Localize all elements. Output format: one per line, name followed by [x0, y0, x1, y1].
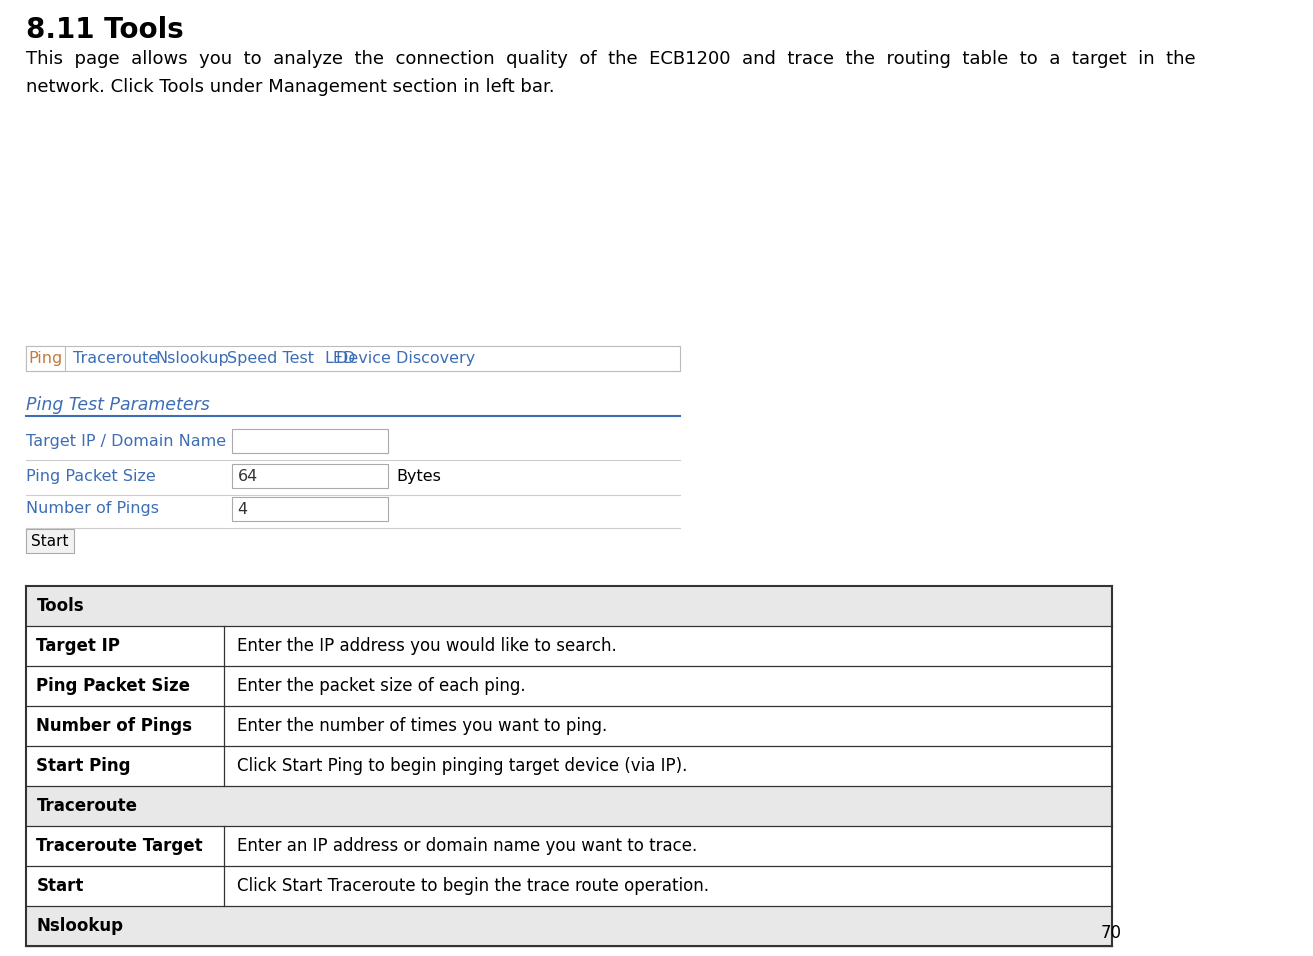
- Text: Nslookup: Nslookup: [37, 917, 123, 935]
- Bar: [26, 746, 1112, 786]
- Text: Target IP / Domain Name: Target IP / Domain Name: [26, 433, 226, 448]
- Bar: [26, 826, 1112, 866]
- Bar: [26, 586, 1112, 626]
- Bar: [26, 666, 1112, 706]
- Text: This  page  allows  you  to  analyze  the  connection  quality  of  the  ECB1200: This page allows you to analyze the conn…: [26, 50, 1196, 68]
- Bar: [26, 346, 680, 371]
- Text: Nslookup: Nslookup: [155, 351, 230, 366]
- Text: network. Click Tools under Management section in left bar.: network. Click Tools under Management se…: [26, 78, 554, 96]
- Text: Tools: Tools: [37, 597, 84, 615]
- Text: Enter an IP address or domain name you want to trace.: Enter an IP address or domain name you w…: [236, 837, 697, 855]
- Text: Start: Start: [32, 533, 68, 549]
- Text: Ping Test Parameters: Ping Test Parameters: [26, 396, 210, 414]
- Text: Click Start Ping to begin pinging target device (via IP).: Click Start Ping to begin pinging target…: [236, 757, 687, 775]
- Text: Number of Pings: Number of Pings: [26, 502, 159, 516]
- Text: 70: 70: [1102, 924, 1123, 942]
- Text: LED: LED: [324, 351, 356, 366]
- Text: Traceroute: Traceroute: [37, 797, 138, 815]
- Bar: [232, 497, 389, 521]
- Bar: [232, 464, 389, 488]
- Text: Ping Packet Size: Ping Packet Size: [37, 677, 190, 695]
- Bar: [26, 529, 74, 553]
- Text: Enter the packet size of each ping.: Enter the packet size of each ping.: [236, 677, 525, 695]
- Text: 64: 64: [238, 468, 257, 484]
- Text: Click Start Traceroute to begin the trace route operation.: Click Start Traceroute to begin the trac…: [236, 877, 709, 895]
- Text: Speed Test: Speed Test: [227, 351, 314, 366]
- Text: Bytes: Bytes: [397, 468, 441, 484]
- Text: Enter the IP address you would like to search.: Enter the IP address you would like to s…: [236, 637, 616, 655]
- Bar: [26, 626, 1112, 666]
- Bar: [26, 866, 1112, 906]
- Text: 4: 4: [238, 502, 248, 516]
- Text: Traceroute: Traceroute: [72, 351, 158, 366]
- Bar: [26, 706, 1112, 746]
- Text: 8.11 Tools: 8.11 Tools: [26, 16, 184, 44]
- Bar: [26, 346, 64, 371]
- Text: Traceroute Target: Traceroute Target: [37, 837, 204, 855]
- Bar: [26, 906, 1112, 946]
- Text: Number of Pings: Number of Pings: [37, 717, 193, 735]
- Text: Start: Start: [37, 877, 84, 895]
- Bar: [232, 429, 389, 453]
- Text: Target IP: Target IP: [37, 637, 121, 655]
- Text: Enter the number of times you want to ping.: Enter the number of times you want to pi…: [236, 717, 607, 735]
- Text: Ping Packet Size: Ping Packet Size: [26, 468, 156, 484]
- Text: Device Discovery: Device Discovery: [336, 351, 475, 366]
- Bar: [26, 786, 1112, 826]
- Text: Ping: Ping: [29, 351, 63, 366]
- Text: Start Ping: Start Ping: [37, 757, 131, 775]
